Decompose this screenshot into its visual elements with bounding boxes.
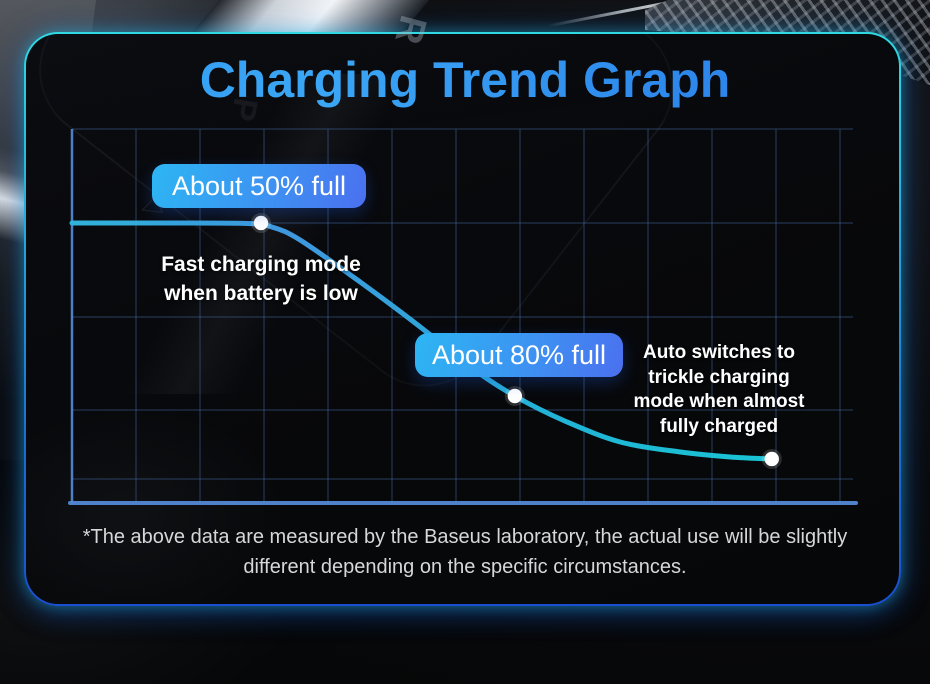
silver-trim-band — [190, 0, 430, 34]
footnote-line1: *The above data are measured by the Base… — [82, 526, 848, 548]
annotation-trickle-line4: fully charged — [659, 415, 779, 437]
footnote-disclaimer: *The above data are measured by the Base… — [0, 522, 930, 582]
panel-interior — [26, 34, 899, 604]
annotation-fast-charging: Fast charging mode when battery is low — [146, 250, 376, 308]
page-title: Charging Trend Graph — [0, 50, 930, 110]
annotation-fast-line2: when battery is low — [164, 282, 358, 305]
annotation-fast-line1: Fast charging mode — [161, 253, 361, 276]
footnote-line2: different depending on the specific circ… — [243, 556, 687, 578]
glowing-panel-border — [24, 32, 901, 606]
metal-highlight-streak — [0, 148, 26, 244]
annotation-trickle-line3: mode when almost — [633, 391, 805, 412]
annotation-trickle-charging: Auto switches to trickle charging mode w… — [627, 341, 811, 439]
badge-50-percent: About 50% full — [152, 164, 366, 208]
annotation-trickle-line2: trickle charging — [648, 366, 790, 388]
badge-80-percent: About 80% full — [415, 333, 623, 377]
annotation-trickle-line1: Auto switches to — [642, 342, 795, 363]
